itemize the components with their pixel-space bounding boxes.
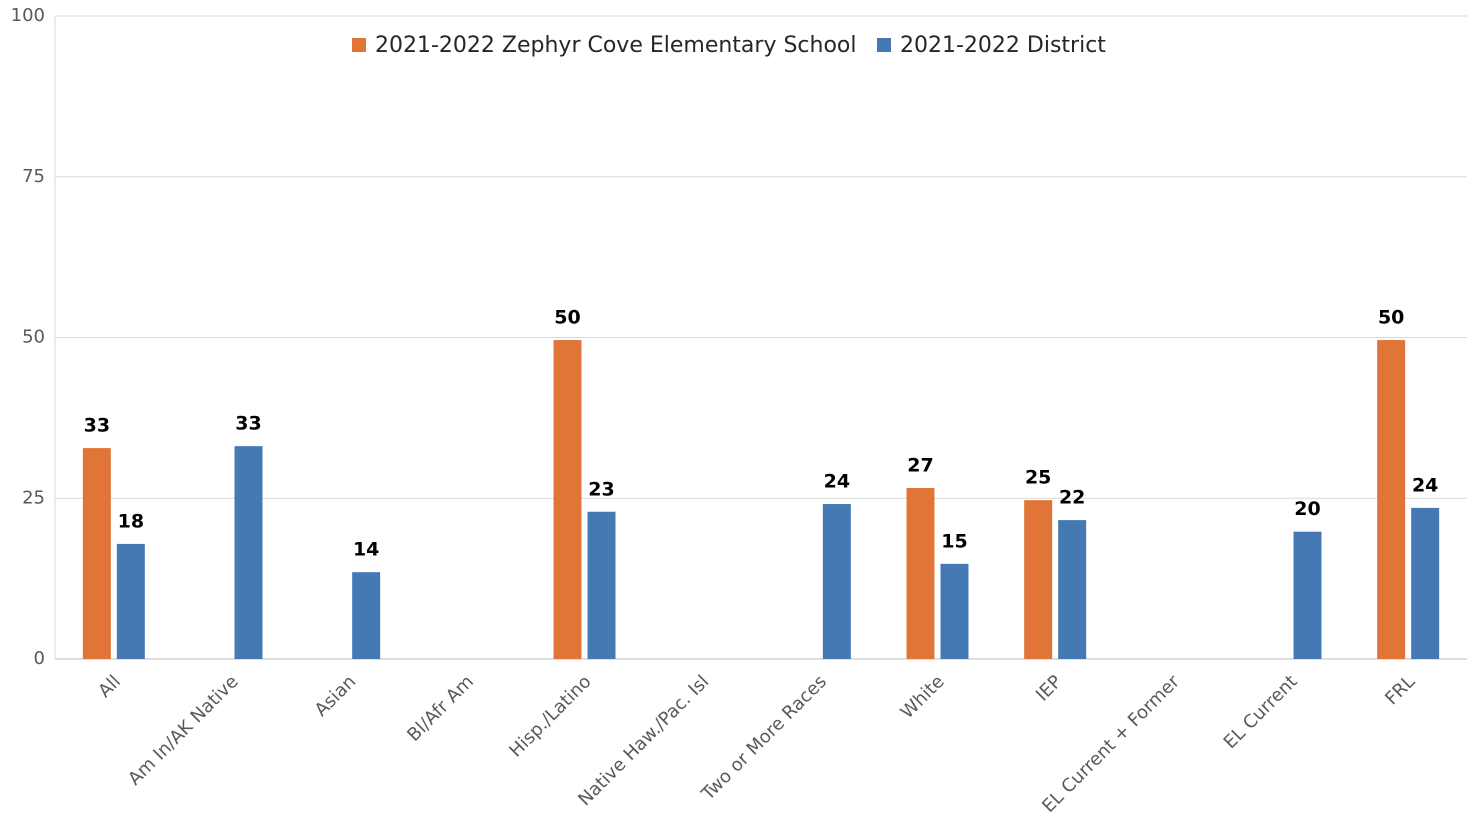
x-tick-label: All	[94, 671, 125, 702]
bar	[1024, 500, 1053, 659]
legend-label: 2021-2022 District	[900, 33, 1106, 58]
data-label: 20	[1294, 498, 1320, 520]
bar	[234, 446, 263, 659]
bar	[1377, 340, 1406, 659]
data-label: 50	[1378, 307, 1404, 329]
data-label: 23	[588, 478, 614, 500]
bar	[1293, 531, 1322, 659]
bar	[1058, 520, 1087, 659]
data-label: 24	[1412, 474, 1438, 496]
bar	[940, 563, 969, 659]
y-tick-label: 50	[22, 327, 45, 348]
data-label: 33	[235, 413, 261, 435]
data-label: 24	[824, 471, 850, 493]
bar	[1411, 507, 1440, 659]
data-label: 14	[353, 539, 379, 561]
data-label: 50	[554, 307, 580, 329]
x-tick-label: Two or More Races	[697, 671, 831, 805]
x-tick-label: EL Current	[1220, 671, 1302, 753]
x-tick-label: Am In/AK Native	[124, 671, 242, 789]
y-tick-label: 0	[34, 648, 45, 669]
bar	[822, 504, 851, 659]
data-label: 33	[84, 415, 110, 437]
y-tick-label: 75	[22, 166, 45, 187]
x-tick-label: White	[897, 671, 949, 723]
data-label: 27	[907, 454, 933, 476]
x-tick-label: EL Current + Former	[1038, 671, 1184, 817]
data-label: 25	[1025, 467, 1051, 489]
x-tick-label: Bl/Afr Am	[403, 671, 478, 746]
bar	[553, 340, 582, 659]
data-label: 18	[118, 510, 144, 532]
legend-swatch	[352, 38, 366, 52]
data-label: 15	[941, 530, 967, 552]
y-tick-label: 100	[11, 5, 45, 26]
bar	[82, 448, 111, 659]
x-tick-label: IEP	[1032, 671, 1066, 705]
legend-swatch	[877, 38, 891, 52]
y-tick-label: 25	[22, 487, 45, 508]
legend-label: 2021-2022 Zephyr Cove Elementary School	[375, 33, 857, 58]
x-tick-label: FRL	[1381, 671, 1419, 709]
data-label: 22	[1059, 487, 1085, 509]
x-tick-label: Hisp./Latino	[505, 671, 595, 761]
bar	[906, 487, 935, 659]
x-tick-label: Asian	[311, 671, 361, 721]
x-tick-label: Native Haw./Pac. Isl	[574, 671, 713, 810]
bar	[116, 543, 145, 659]
bar	[352, 572, 381, 659]
bar	[587, 511, 616, 659]
